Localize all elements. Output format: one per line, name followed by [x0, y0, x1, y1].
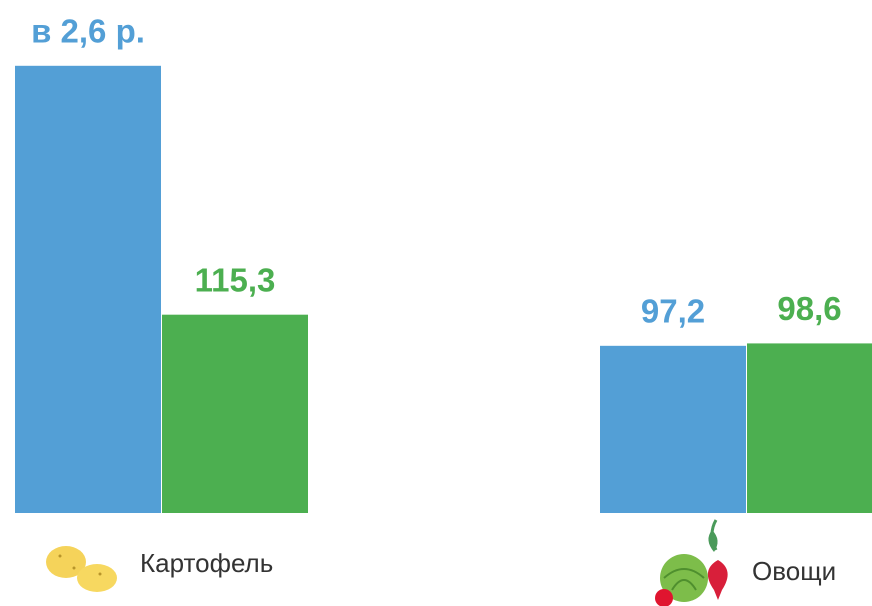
value-label: в 2,6 р. — [31, 13, 145, 50]
category-label: Картофель — [140, 548, 273, 578]
value-label: 115,3 — [195, 261, 276, 298]
bar — [162, 314, 308, 513]
potato-icon — [46, 546, 117, 592]
bar — [600, 345, 746, 513]
category-label: Овощи — [752, 556, 836, 586]
value-label: 97,2 — [641, 293, 705, 330]
vegetables-icon — [655, 519, 728, 606]
bar — [15, 65, 161, 514]
value-label: 98,6 — [777, 290, 841, 327]
bar — [747, 343, 872, 513]
